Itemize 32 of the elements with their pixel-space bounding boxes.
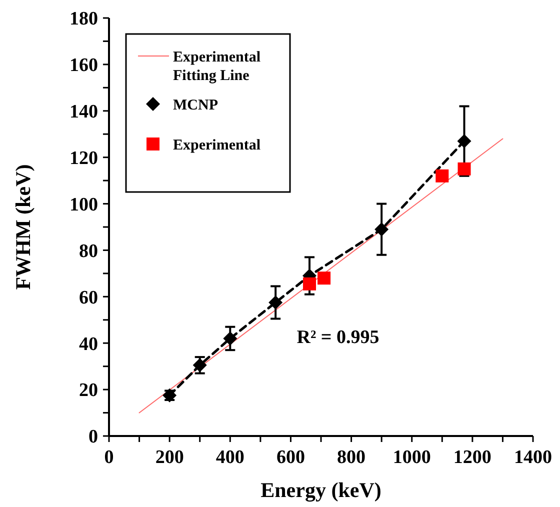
x-axis-title: Energy (keV): [260, 478, 382, 502]
point: [458, 162, 471, 176]
point: [436, 169, 449, 182]
y-tick-label: 180: [70, 8, 98, 30]
y-tick-label: 140: [70, 102, 98, 123]
x-tick-label: 0: [104, 447, 114, 468]
y-tick-label: 120: [70, 148, 98, 169]
annotation: R² = 0.995: [296, 327, 380, 348]
x-tick-label: 1200: [453, 447, 492, 468]
x-tick-label: 800: [337, 447, 366, 468]
point: [457, 134, 472, 148]
legend-label: Experimental: [173, 137, 260, 154]
y-tick-label: 60: [79, 287, 98, 308]
y-tick-label: 40: [79, 334, 98, 355]
x-tick-label: 200: [155, 447, 184, 468]
legend-label: Experimental Fitting Line: [173, 49, 260, 84]
y-tick-label: 100: [70, 194, 98, 216]
y-tick-label: 0: [88, 426, 98, 448]
point: [374, 222, 389, 236]
point: [223, 331, 238, 346]
legend-label: MCNP: [173, 97, 218, 114]
x-tick-label: 400: [216, 447, 244, 468]
y-tick-label: 80: [79, 240, 98, 262]
point: [318, 272, 331, 285]
y-tick-label: 20: [79, 380, 98, 402]
y-tick-label: 160: [70, 55, 98, 76]
x-tick-label: 1000: [392, 447, 431, 468]
y-axis-title: FWHM (keV): [11, 164, 35, 290]
point: [268, 295, 283, 310]
point: [302, 277, 316, 290]
x-tick-label: 1400: [514, 447, 552, 468]
x-tick-label: 600: [276, 447, 305, 468]
